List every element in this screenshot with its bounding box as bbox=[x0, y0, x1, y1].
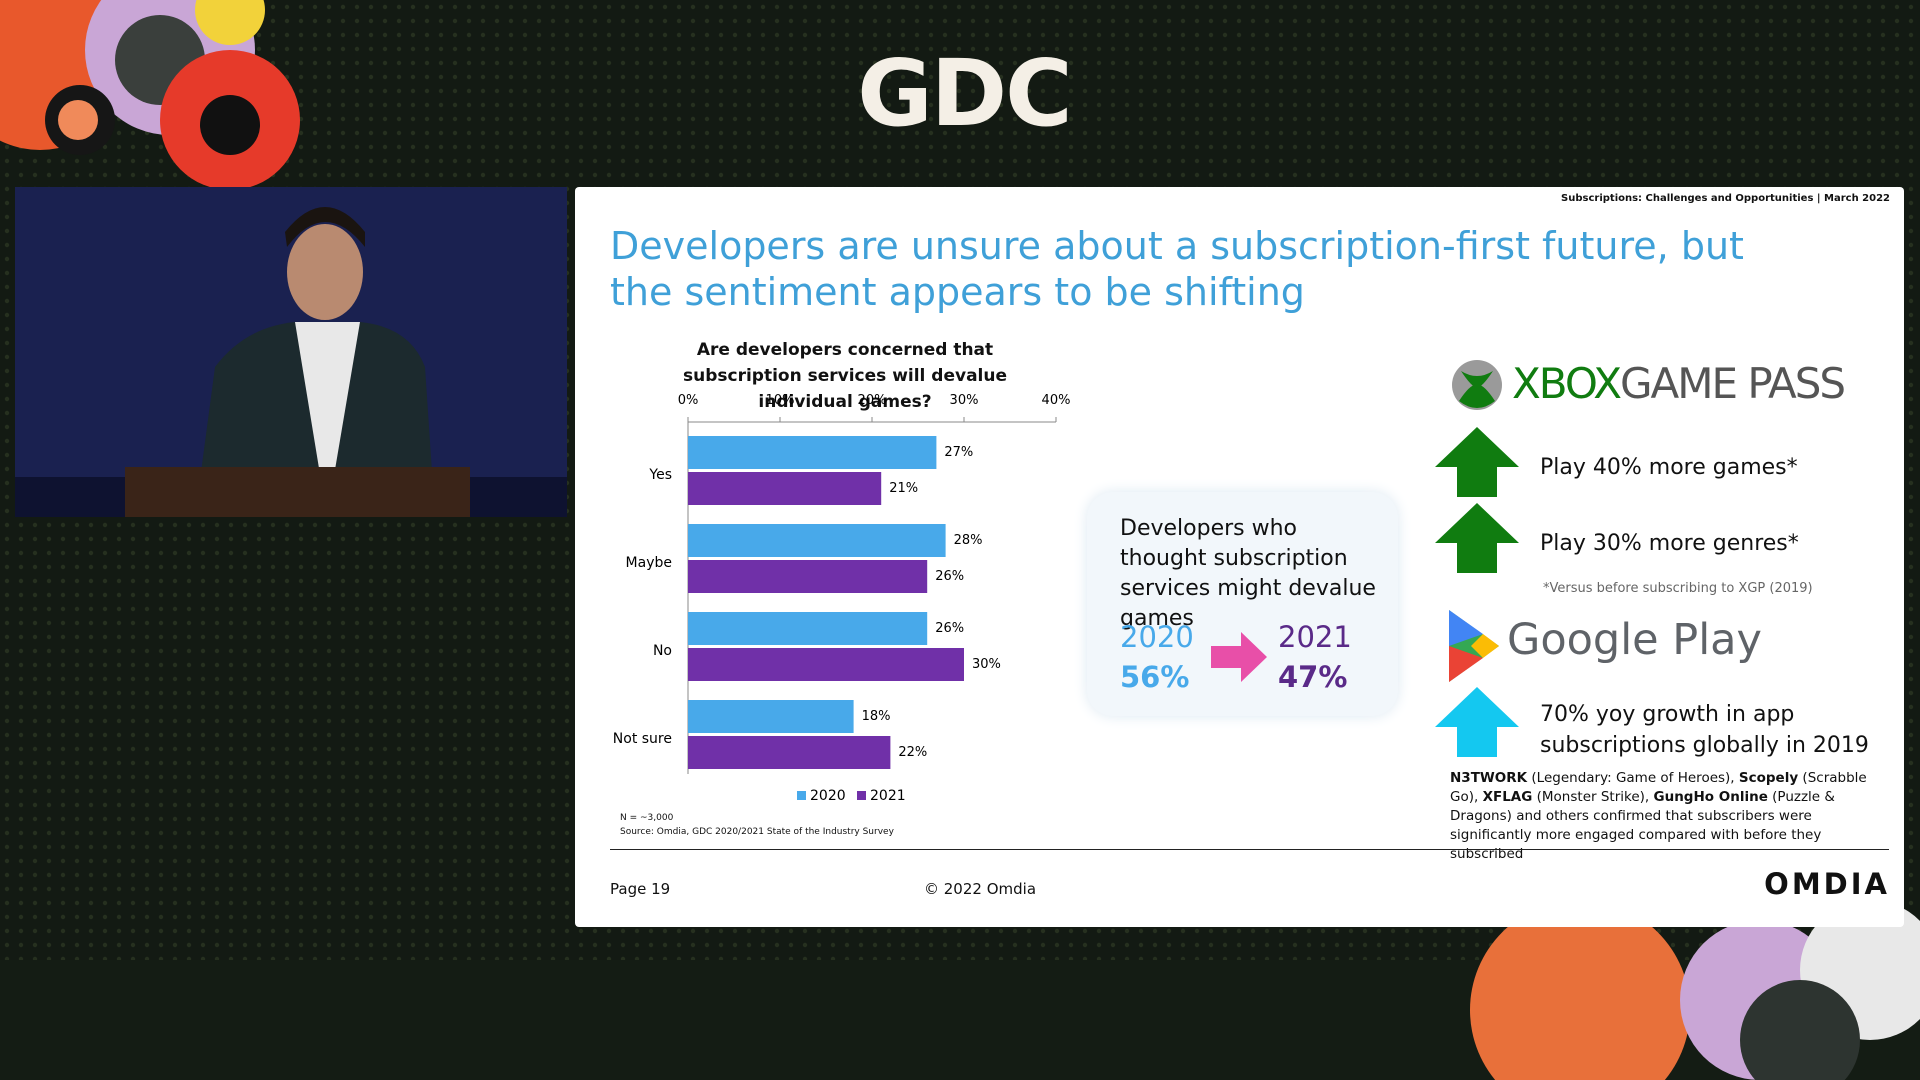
callout-from-value: 56% bbox=[1120, 660, 1190, 694]
note-part: Scopely bbox=[1738, 770, 1799, 786]
note-part: N3TWORK bbox=[1450, 770, 1528, 786]
category-label: No bbox=[653, 643, 672, 659]
bar bbox=[688, 736, 891, 769]
value-label: 26% bbox=[935, 569, 964, 584]
category-label: Not sure bbox=[613, 731, 672, 747]
callout-to-year: 2021 bbox=[1278, 620, 1352, 654]
brand-logo: OMDIA bbox=[1764, 867, 1890, 901]
bar bbox=[688, 436, 937, 469]
note-part: (Monster Strike), bbox=[1532, 789, 1654, 805]
bar bbox=[688, 700, 854, 733]
value-label: 18% bbox=[862, 709, 891, 724]
sample-note: N = ~3,000 bbox=[620, 813, 674, 823]
category-label: Yes bbox=[648, 467, 672, 483]
footer-rule bbox=[610, 849, 1889, 850]
chart: 0% 10% 20% 30% 40% Yes 27% 21% Maybe 28% 26% No 26% 3… bbox=[613, 393, 1071, 804]
xbox-logo: XBOXGAME PASS bbox=[1512, 359, 1846, 408]
x-tick-label: 10% bbox=[766, 393, 795, 408]
google-play-icon bbox=[1449, 610, 1499, 682]
xbox-point: Play 30% more genres* bbox=[1540, 531, 1799, 556]
value-label: 22% bbox=[898, 745, 927, 760]
bar bbox=[688, 472, 882, 505]
x-tick-label: 40% bbox=[1042, 393, 1071, 408]
note-part: GungHo Online bbox=[1653, 789, 1768, 805]
slide-tagline: Subscriptions: Challenges and Opportunit… bbox=[1561, 193, 1890, 204]
slide-title: Developers are unsure about a subscripti… bbox=[610, 224, 1744, 314]
game-pass-word: GAME PASS bbox=[1620, 359, 1846, 408]
value-label: 28% bbox=[954, 533, 983, 548]
callout-box: Developers who thought subscription serv… bbox=[1087, 492, 1398, 716]
up-arrow bbox=[1435, 427, 1519, 497]
source-note: Source: Omdia, GDC 2020/2021 State of th… bbox=[620, 827, 894, 837]
callout-arrow bbox=[1211, 632, 1267, 682]
callout-to-value: 47% bbox=[1278, 660, 1348, 694]
legend-swatch bbox=[797, 791, 806, 800]
callout-text: Developers who thought subscription serv… bbox=[1120, 516, 1376, 631]
xbox-word: XBOX bbox=[1512, 359, 1622, 408]
page-number: Page 19 bbox=[610, 880, 671, 898]
value-label: 21% bbox=[889, 481, 918, 496]
note-part: (Puzzle & Dragons) and others confirmed … bbox=[1450, 789, 1835, 862]
speaker-video bbox=[15, 187, 567, 517]
legend-label: 2021 bbox=[870, 788, 906, 804]
callout-from-year: 2020 bbox=[1120, 620, 1194, 654]
note-part: (Scrabble Go), bbox=[1450, 770, 1867, 805]
bar bbox=[688, 524, 946, 557]
value-label: 30% bbox=[972, 657, 1001, 672]
value-label: 27% bbox=[944, 445, 973, 460]
value-label: 26% bbox=[935, 621, 964, 636]
x-tick-label: 30% bbox=[950, 393, 979, 408]
xbox-icon bbox=[1452, 360, 1502, 410]
note-part: XFLAG bbox=[1482, 789, 1533, 805]
google-note: N3TWORK (Legendary: Game of Heroes), Sco… bbox=[1450, 769, 1890, 864]
slide: Subscriptions: Challenges and Opportunit… bbox=[575, 187, 1904, 927]
legend-label: 2020 bbox=[810, 788, 846, 804]
google-play-logo: Google Play bbox=[1507, 615, 1762, 665]
speaker-camera bbox=[15, 187, 567, 517]
x-tick-label: 20% bbox=[858, 393, 887, 408]
bar bbox=[688, 648, 964, 681]
up-arrow bbox=[1435, 503, 1519, 573]
category-label: Maybe bbox=[626, 555, 672, 571]
copyright: © 2022 Omdia bbox=[924, 880, 1037, 898]
event-logo: GDC bbox=[857, 40, 1072, 147]
xbox-point: Play 40% more games* bbox=[1540, 455, 1798, 480]
google-point: 70% yoy growth in app subscriptions glob… bbox=[1540, 702, 1869, 758]
bar bbox=[688, 612, 928, 645]
x-tick-label: 0% bbox=[678, 393, 699, 408]
chart-title: Are developers concerned that subscripti… bbox=[682, 340, 1008, 412]
up-arrow bbox=[1435, 687, 1519, 757]
xbox-footnote: *Versus before subscribing to XGP (2019) bbox=[1543, 581, 1813, 596]
bar bbox=[688, 560, 928, 593]
note-part: (Legendary: Game of Heroes), bbox=[1527, 770, 1739, 786]
legend-swatch bbox=[857, 791, 866, 800]
